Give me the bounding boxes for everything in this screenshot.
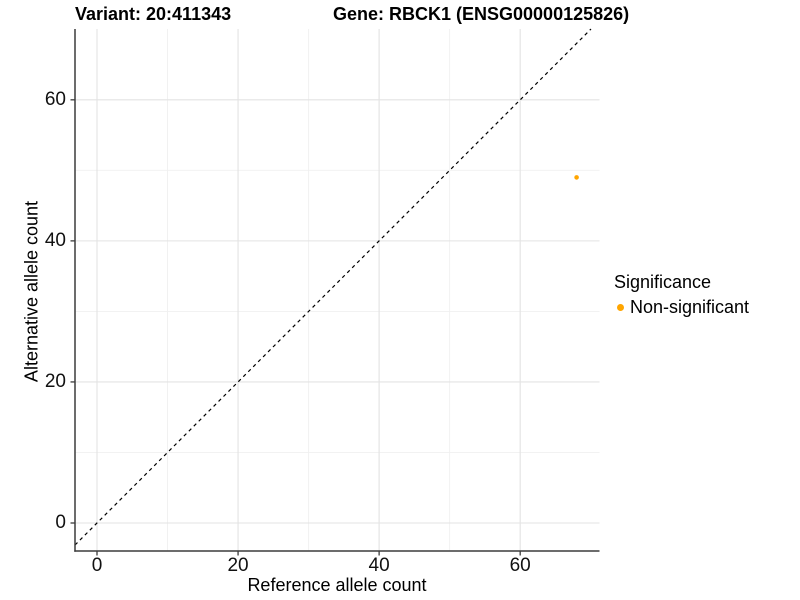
legend-item-non-significant: Non-significant [614,297,749,318]
legend-key-dot-icon [617,304,624,311]
y-tick-label: 20 [44,370,66,392]
x-axis-title: Reference allele count [247,575,427,595]
y-tick-label: 60 [44,88,66,110]
x-tick-label: 20 [227,555,249,576]
identity-line [74,28,592,546]
y-tick-label: 40 [44,229,66,251]
legend-item-label: Non-significant [630,297,750,317]
y-axis-title: Alternative allele count [21,200,42,383]
variant-title: Variant: 20:411343 [75,4,232,24]
gene-title: Gene: RBCK1 (ENSG00000125826) [333,4,630,24]
x-tick-label: 40 [368,555,390,576]
data-point [574,175,579,180]
y-tick-label: 0 [55,512,66,533]
legend: Significance Non-significant [614,272,749,318]
legend-title: Significance [614,272,712,292]
x-tick-label: 0 [91,555,103,576]
x-tick-label: 60 [509,555,531,576]
